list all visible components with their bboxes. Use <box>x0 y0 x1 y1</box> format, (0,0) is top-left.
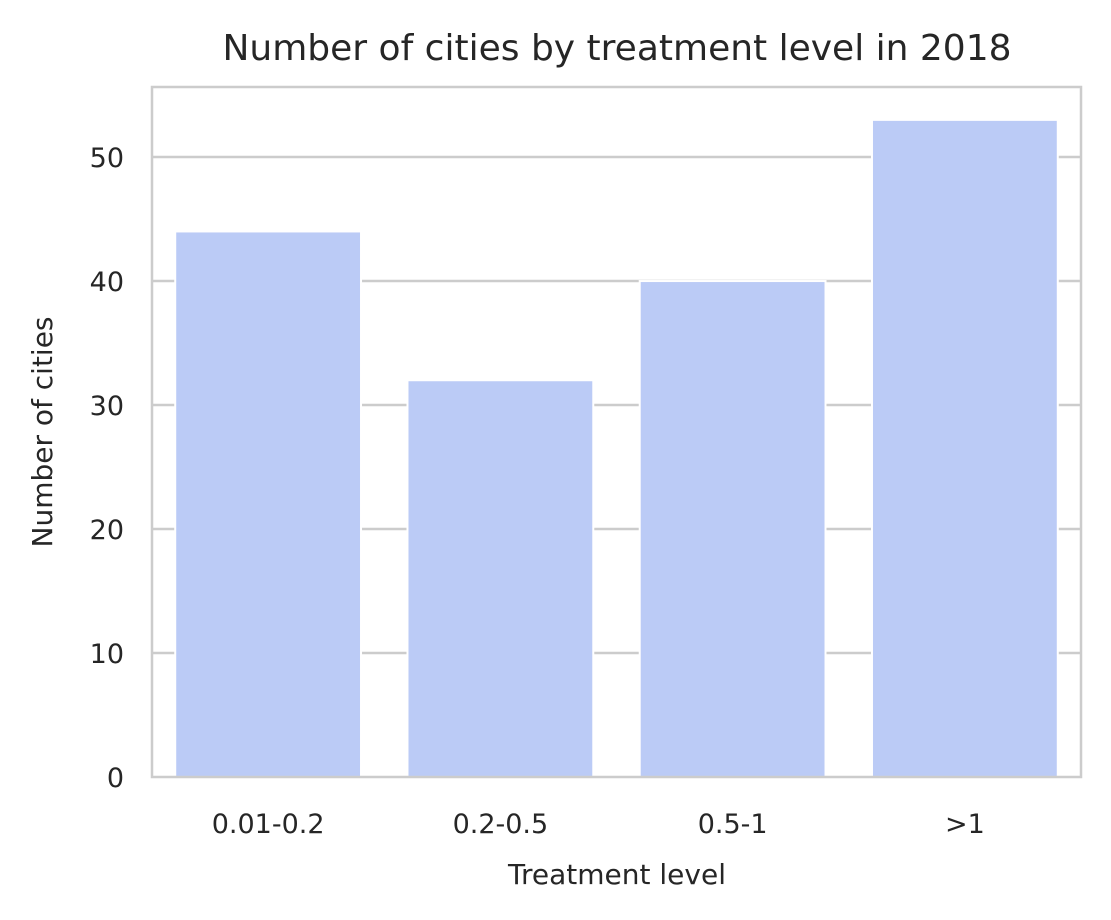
x-tick-label: 0.01-0.2 <box>212 809 325 840</box>
x-axis-label: Treatment level <box>507 858 726 891</box>
x-tick-label: 0.2-0.5 <box>453 809 549 840</box>
bar-0 <box>174 230 363 778</box>
bar-3 <box>870 118 1059 779</box>
y-axis-label: Number of cities <box>26 316 59 547</box>
y-tick-label: 50 <box>90 143 124 174</box>
y-tick-label: 20 <box>90 515 124 546</box>
plot-frame <box>150 85 1083 779</box>
bar-1 <box>406 379 595 778</box>
y-tick-labels: 0 10 20 30 40 50 <box>90 143 124 794</box>
bars <box>174 118 1059 779</box>
x-tick-label: 0.5-1 <box>698 809 768 840</box>
y-tick-label: 0 <box>107 763 124 794</box>
x-tick-label: >1 <box>945 809 985 840</box>
bar-2 <box>638 280 827 778</box>
y-tick-label: 40 <box>90 267 124 298</box>
chart-title: Number of cities by treatment level in 2… <box>222 28 1011 69</box>
x-tick-labels: 0.01-0.2 0.2-0.5 0.5-1 >1 <box>212 809 985 840</box>
y-tick-label: 30 <box>90 391 124 422</box>
y-tick-label: 10 <box>90 639 124 670</box>
